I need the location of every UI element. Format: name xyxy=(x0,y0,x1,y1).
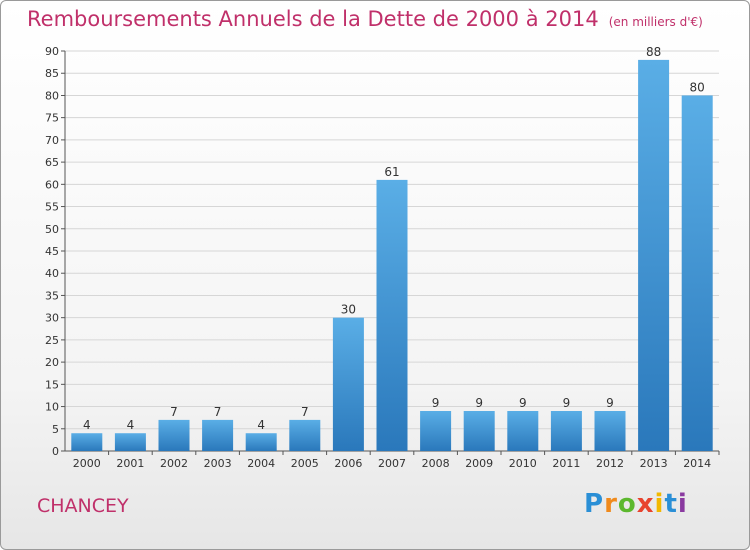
bar xyxy=(681,95,713,451)
data-label: 9 xyxy=(475,396,483,410)
y-tick-label: 40 xyxy=(45,267,59,280)
bars xyxy=(71,59,713,452)
x-tick-label: 2007 xyxy=(378,457,406,470)
y-tick-label: 55 xyxy=(45,201,59,214)
data-label: 61 xyxy=(384,165,399,179)
bar xyxy=(114,433,146,451)
logo-letter: i xyxy=(654,489,665,519)
x-tick-label: 2012 xyxy=(596,457,624,470)
data-label: 88 xyxy=(646,45,661,59)
data-label: 9 xyxy=(563,396,571,410)
y-tick-label: 5 xyxy=(52,423,59,436)
data-label: 9 xyxy=(606,396,614,410)
y-tick-label: 90 xyxy=(45,45,59,58)
axes: 0 5 10 15 20 25 30 35 40 45 50 55 60 65 70 75 80 85 90 2000… xyxy=(45,45,720,470)
data-label: 80 xyxy=(690,80,705,94)
bar xyxy=(594,411,626,451)
x-tick-label: 2000 xyxy=(73,457,101,470)
x-tick-label: 2006 xyxy=(334,457,362,470)
bar xyxy=(550,411,582,451)
x-tick-label: 2008 xyxy=(422,457,450,470)
commune-name: CHANCEY xyxy=(37,495,129,517)
y-tick-label: 85 xyxy=(45,67,59,80)
y-tick-label: 15 xyxy=(45,378,59,391)
y-tick-label: 70 xyxy=(45,134,59,147)
data-label: 30 xyxy=(341,303,356,317)
x-tick-label: 2011 xyxy=(552,457,580,470)
y-tick-label: 50 xyxy=(45,223,59,236)
y-tick-label: 45 xyxy=(45,245,59,258)
x-tick-label: 2005 xyxy=(291,457,319,470)
y-tick-label: 75 xyxy=(45,112,59,125)
chart-title-main: Remboursements Annuels de la Dette de 20… xyxy=(27,7,599,31)
x-tick-label: 2009 xyxy=(465,457,493,470)
y-tick-label: 10 xyxy=(45,401,59,414)
data-label: 9 xyxy=(519,396,527,410)
logo-letter: r xyxy=(604,489,618,519)
bar xyxy=(420,411,452,451)
y-tick-label: 0 xyxy=(52,445,59,458)
logo-letter: o xyxy=(617,489,637,519)
x-tick-label: 2004 xyxy=(247,457,275,470)
bar xyxy=(332,317,364,451)
x-tick-label: 2002 xyxy=(160,457,188,470)
bar xyxy=(289,419,321,451)
bar xyxy=(463,411,495,451)
data-label: 4 xyxy=(83,418,91,432)
x-tick-label: 2001 xyxy=(116,457,144,470)
y-tick-label: 30 xyxy=(45,312,59,325)
data-label: 7 xyxy=(170,405,178,419)
y-tick-label: 65 xyxy=(45,156,59,169)
y-tick-label: 20 xyxy=(45,356,59,369)
x-tick-label: 2003 xyxy=(204,457,232,470)
proxiti-logo: Proxiti xyxy=(584,489,688,519)
y-tick-label: 35 xyxy=(45,289,59,302)
data-label: 7 xyxy=(214,405,222,419)
y-tick-label: 25 xyxy=(45,334,59,347)
data-label: 9 xyxy=(432,396,440,410)
y-tick-label: 60 xyxy=(45,178,59,191)
x-tick-label: 2013 xyxy=(640,457,668,470)
bar xyxy=(158,419,190,451)
logo-letter: x xyxy=(636,489,655,519)
data-label: 7 xyxy=(301,405,309,419)
bar xyxy=(202,419,234,451)
logo-letter: P xyxy=(584,489,605,519)
x-tick-label: 2014 xyxy=(683,457,711,470)
x-tick-label: 2010 xyxy=(509,457,537,470)
data-labels: 4 4 7 7 4 7 30 61 9 9 9 9 9 88 80 xyxy=(83,45,705,432)
bar xyxy=(507,411,539,451)
data-label: 4 xyxy=(257,418,265,432)
logo-letter: t xyxy=(664,489,678,519)
chart-title: Remboursements Annuels de la Dette de 20… xyxy=(27,7,703,31)
bar xyxy=(71,433,103,451)
bar xyxy=(376,179,408,451)
y-tick-label: 80 xyxy=(45,89,59,102)
data-label: 4 xyxy=(127,418,135,432)
bar xyxy=(638,59,670,452)
chart-title-unit: (en milliers d'€) xyxy=(608,15,703,29)
bar xyxy=(245,433,277,451)
logo-letter: i xyxy=(677,489,688,519)
